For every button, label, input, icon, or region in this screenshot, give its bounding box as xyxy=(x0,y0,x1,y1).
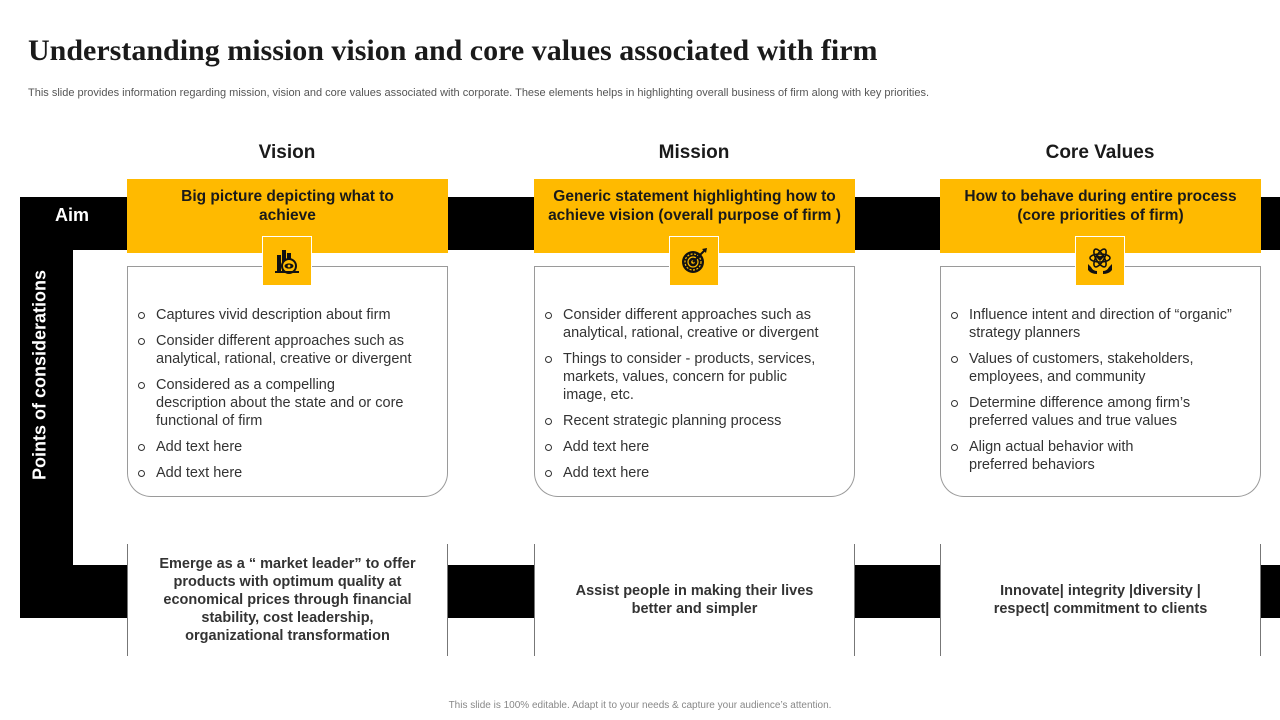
vision-icon-graphic xyxy=(275,250,299,274)
list-item: Add text here xyxy=(138,438,429,456)
list-item: Values of customers, stakeholders, emplo… xyxy=(951,350,1242,386)
column-heading-core-values: Core Values xyxy=(1045,142,1155,163)
column-heading-mission: Mission xyxy=(658,142,730,163)
bullet-icon xyxy=(138,312,145,319)
bullet-icon xyxy=(951,444,958,451)
list-item: Determine difference among firm’s prefer… xyxy=(951,394,1242,430)
list-item: Add text here xyxy=(545,438,836,456)
bottom-statement-core-values: Innovate| integrity |diversity | respect… xyxy=(940,544,1261,656)
points-list-core-values: Influence intent and direction of “organ… xyxy=(951,306,1242,482)
core-values-icon-graphic xyxy=(1088,248,1112,274)
list-item: Consider different approaches such as an… xyxy=(138,332,429,368)
bottom-statement-vision: Emerge as a “ market leader” to offer pr… xyxy=(127,544,448,656)
points-label: Points of considerations xyxy=(29,269,50,481)
list-item: Consider different approaches such as an… xyxy=(545,306,836,342)
list-item: Considered as a compelling description a… xyxy=(138,376,429,430)
list-item: Recent strategic planning process xyxy=(545,412,836,430)
list-item: Influence intent and direction of “organ… xyxy=(951,306,1242,342)
list-item: Captures vivid description about firm xyxy=(138,306,429,324)
bullet-icon xyxy=(138,470,145,477)
points-list-vision: Captures vivid description about firm Co… xyxy=(138,306,429,490)
list-item: Align actual behavior with preferred beh… xyxy=(951,438,1242,474)
footer-note: This slide is 100% editable. Adapt it to… xyxy=(448,700,832,711)
aim-box-vision: Big picture depicting what to achieve xyxy=(127,179,448,253)
aim-label: Aim xyxy=(54,205,89,225)
left-frame-bar xyxy=(20,197,73,618)
target-icon-graphic xyxy=(682,248,707,273)
bullet-icon xyxy=(951,356,958,363)
points-card-mission: Consider different approaches such as an… xyxy=(534,266,855,497)
core-values-icon xyxy=(1075,236,1125,286)
target-icon xyxy=(669,236,719,286)
bullet-icon xyxy=(951,312,958,319)
bullet-icon xyxy=(951,400,958,407)
points-card-vision: Captures vivid description about firm Co… xyxy=(127,266,448,497)
page-title: Understanding mission vision and core va… xyxy=(28,34,878,67)
bullet-icon xyxy=(138,444,145,451)
bullet-icon xyxy=(545,444,552,451)
vision-icon xyxy=(262,236,312,286)
bullet-icon xyxy=(545,312,552,319)
column-heading-vision: Vision xyxy=(258,142,316,163)
bullet-icon xyxy=(138,382,145,389)
bullet-icon xyxy=(545,356,552,363)
list-item: Add text here xyxy=(138,464,429,482)
bullet-icon xyxy=(545,470,552,477)
bullet-icon xyxy=(138,338,145,345)
bullet-icon xyxy=(545,418,552,425)
aim-box-mission: Generic statement highlighting how to ac… xyxy=(534,179,855,253)
points-list-mission: Consider different approaches such as an… xyxy=(545,306,836,490)
page-subtitle: This slide provides information regardin… xyxy=(28,87,930,99)
list-item: Add text here xyxy=(545,464,836,482)
bottom-statement-mission: Assist people in making their lives bett… xyxy=(534,544,855,656)
list-item: Things to consider - products, services,… xyxy=(545,350,836,404)
points-card-core-values: Influence intent and direction of “organ… xyxy=(940,266,1261,497)
